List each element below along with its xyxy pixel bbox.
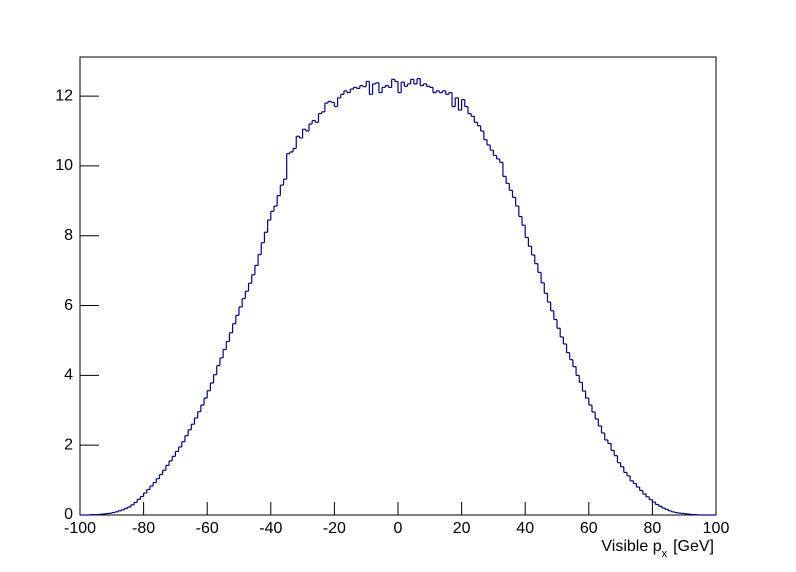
- y-tick-label: 0: [64, 506, 73, 523]
- x-tick-label: -60: [196, 520, 219, 537]
- y-tick-label: 4: [64, 367, 73, 384]
- x-tick-label: -80: [132, 520, 155, 537]
- x-tick-label: -40: [259, 520, 282, 537]
- y-tick-label: 8: [64, 227, 73, 244]
- x-label-text: Visible p: [601, 538, 661, 555]
- x-axis-label: Visible px [GeV]: [601, 538, 714, 560]
- y-tick-label: 12: [55, 87, 73, 104]
- x-label-unit: [GeV]: [673, 538, 714, 555]
- x-tick-label: -20: [323, 520, 346, 537]
- x-tick-label: 0: [394, 520, 403, 537]
- plot-frame: [79, 56, 717, 516]
- x-tick-label: 40: [516, 520, 534, 537]
- x-tick-label: 100: [703, 520, 730, 537]
- y-tick-label: 10: [55, 157, 73, 174]
- x-tick-label: 60: [580, 520, 598, 537]
- x-tick-label: -100: [64, 520, 96, 537]
- x-tick-label: 20: [453, 520, 471, 537]
- x-tick-label: 80: [644, 520, 662, 537]
- y-tick-label: 6: [64, 297, 73, 314]
- x-label-subscript: x: [662, 548, 668, 560]
- y-tick-label: 2: [64, 436, 73, 453]
